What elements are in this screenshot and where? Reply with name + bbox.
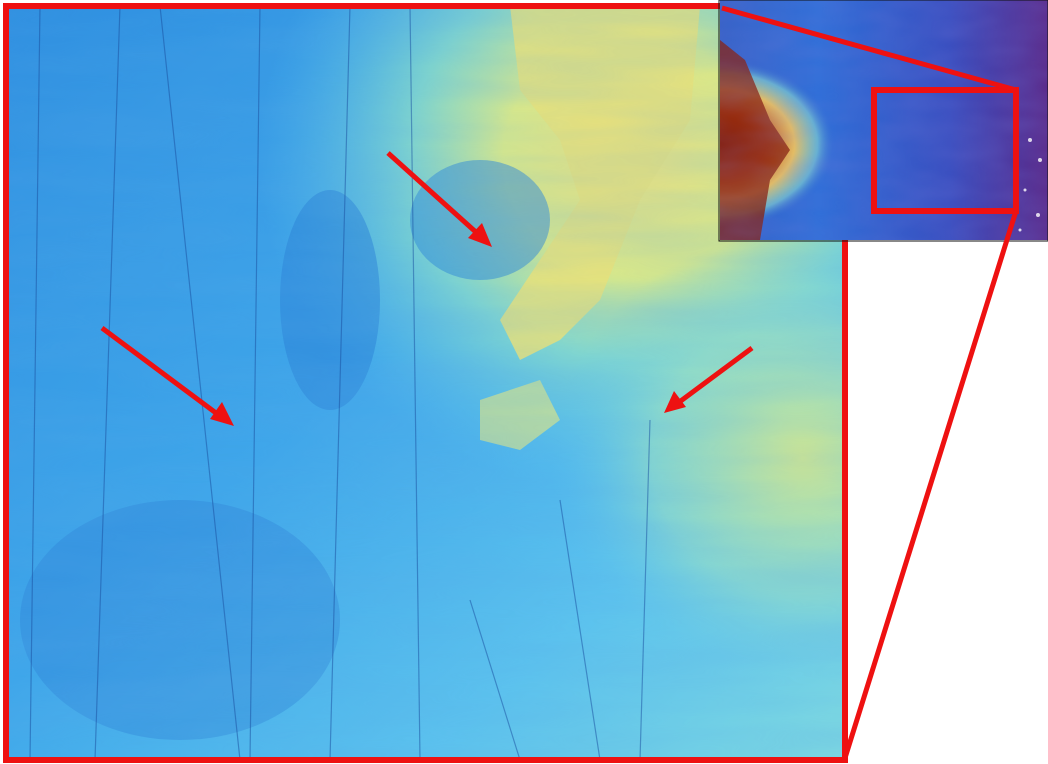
main-frame: [3, 3, 848, 763]
arrows: [100, 151, 754, 426]
inset-frame: [718, 0, 1048, 242]
zoom-connectors: [721, 5, 1019, 759]
inset-map: [720, 0, 1048, 240]
inset-highlight: [871, 87, 1019, 214]
